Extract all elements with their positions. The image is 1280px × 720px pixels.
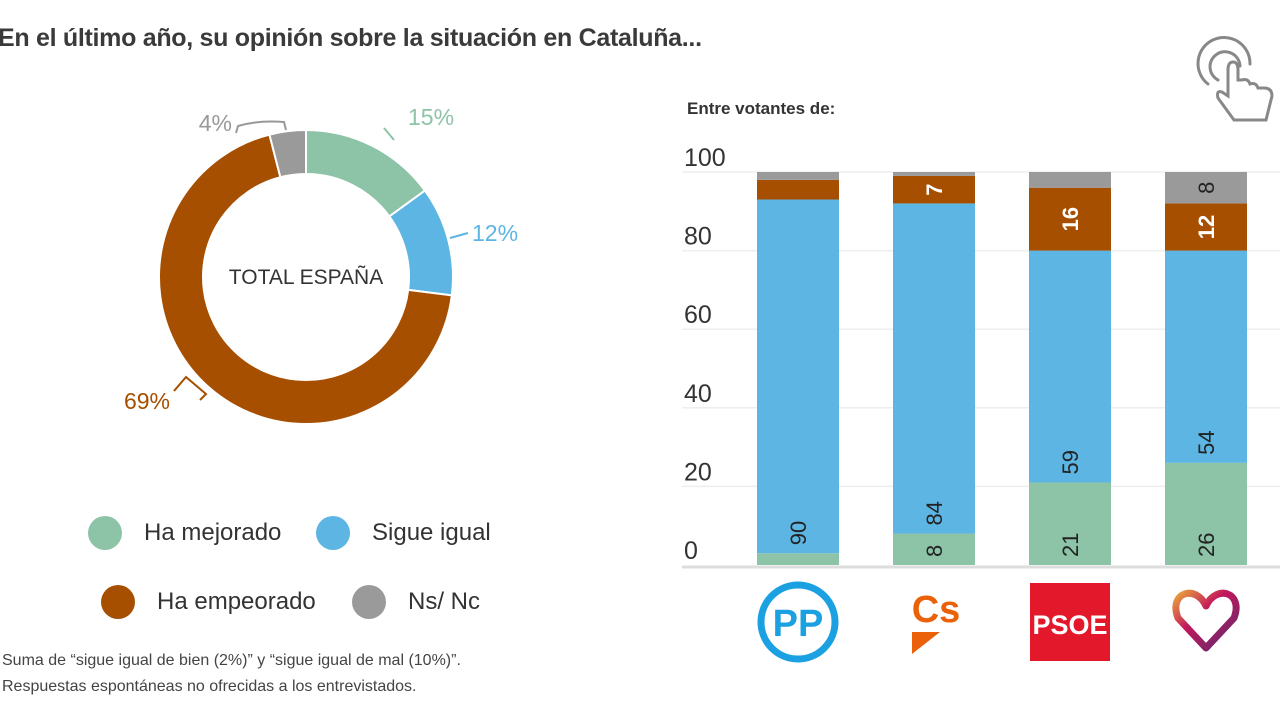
leader-line-mejorado [383, 127, 395, 141]
bar-label-Cs-igual: 84 [922, 501, 947, 525]
legend-swatch [352, 585, 386, 619]
donut-label-nsnc: 4% [199, 110, 232, 136]
cs-logo-triangle [912, 632, 940, 654]
touch-hand-icon [1196, 36, 1274, 122]
y-tick-label: 40 [684, 380, 712, 408]
bar-segment-PSOE-igual [1029, 250, 1111, 483]
donut-label-mejorado: 15% [408, 104, 454, 130]
footnote-1: Suma de “sigue igual de bien (2%)” y “si… [2, 652, 461, 669]
donut-center-label: TOTAL ESPAÑA [229, 265, 383, 289]
bar-label-Cs-empeorado: 7 [922, 184, 947, 196]
legend-label: Ha mejorado [144, 519, 282, 546]
cs-logo-text: Cs [912, 589, 961, 631]
psoe-logo-box [1030, 583, 1110, 661]
bar-label-PSOE-empeorado: 16 [1058, 207, 1083, 231]
bar-segment-Podemos-mejorado [1165, 462, 1247, 565]
donut-slice-nsnc [268, 128, 307, 179]
pp-logo: PP [757, 581, 839, 663]
bar-segment-PSOE-nsnc [1029, 172, 1111, 188]
bar-segment-PSOE-mejorado [1029, 482, 1111, 565]
bar-label-Podemos-igual: 54 [1194, 430, 1219, 454]
legend-item-mejorado: Ha mejorado [88, 516, 281, 550]
donut-chart: 15% 12% 69% 4% TOTAL ESPAÑA [124, 104, 518, 425]
y-tick-label: 80 [684, 223, 712, 251]
legend-swatch [101, 585, 135, 619]
bar-label-PSOE-mejorado: 21 [1058, 533, 1083, 557]
y-tick-label: 0 [684, 537, 698, 565]
y-tick-label: 60 [684, 301, 712, 329]
footnote-2: Respuestas espontáneas no ofrecidas a lo… [2, 678, 417, 695]
donut-label-igual: 12% [472, 220, 518, 246]
bar-segment-PSOE-empeorado [1029, 187, 1111, 251]
donut-slice-empeorado [158, 133, 453, 425]
y-tick-label: 20 [684, 458, 712, 486]
legend-label: Ns/ Nc [408, 588, 480, 615]
bar-label-Podemos-nsnc: 8 [1194, 182, 1219, 194]
legend-label: Ha empeorado [157, 588, 316, 615]
bar-segment-PP-igual [757, 199, 839, 554]
bar-segment-Cs-nsnc [893, 172, 975, 176]
bar-label-Podemos-mejorado: 26 [1194, 533, 1219, 557]
legend-swatch [88, 516, 122, 550]
pp-logo-text: PP [773, 603, 824, 645]
bar-segment-Podemos-nsnc [1165, 172, 1247, 204]
podemos-heart-logo [1172, 589, 1240, 652]
bar-label-Podemos-empeorado: 12 [1194, 215, 1219, 239]
legend-item-igual: Sigue igual [316, 516, 491, 550]
bar-segment-PP-mejorado [757, 553, 839, 565]
leader-line-empeorado [173, 375, 208, 401]
stacked-bar-chart: 0 20 40 60 80 100 90 8 84 7 21 59 16 26 54 12 8 PP Cs PSOE [682, 144, 1280, 663]
donut-label-empeorado: 69% [124, 388, 170, 414]
pp-logo-ring [757, 581, 839, 663]
bar-segment-PP-nsnc [757, 172, 839, 180]
chart-title: En el último año, su opinión sobre la si… [0, 24, 702, 52]
legend-swatch [316, 516, 350, 550]
bar-segment-PP-empeorado [757, 179, 839, 200]
bar-segment-Cs-igual [893, 203, 975, 534]
legend-label: Sigue igual [372, 519, 491, 546]
bar-chart-subtitle: Entre votantes de: [687, 99, 836, 118]
bar-label-PP-igual: 90 [786, 521, 811, 545]
legend-item-empeorado: Ha empeorado [101, 585, 316, 619]
bar-segment-Podemos-empeorado [1165, 203, 1247, 251]
bar-label-PSOE-igual: 59 [1058, 450, 1083, 474]
bar-segment-Cs-empeorado [893, 175, 975, 204]
psoe-logo: PSOE [1030, 583, 1110, 661]
bar-segment-Podemos-igual [1165, 250, 1247, 463]
leader-line-igual [449, 232, 469, 239]
bar-segment-Cs-mejorado [893, 533, 975, 565]
legend-item-nsnc: Ns/ Nc [352, 585, 480, 619]
leader-line-nsnc [235, 120, 287, 134]
psoe-logo-text: PSOE [1032, 610, 1107, 640]
cs-logo: Cs [912, 589, 961, 654]
y-tick-label: 100 [684, 144, 726, 172]
bar-label-Cs-mejorado: 8 [922, 545, 947, 557]
